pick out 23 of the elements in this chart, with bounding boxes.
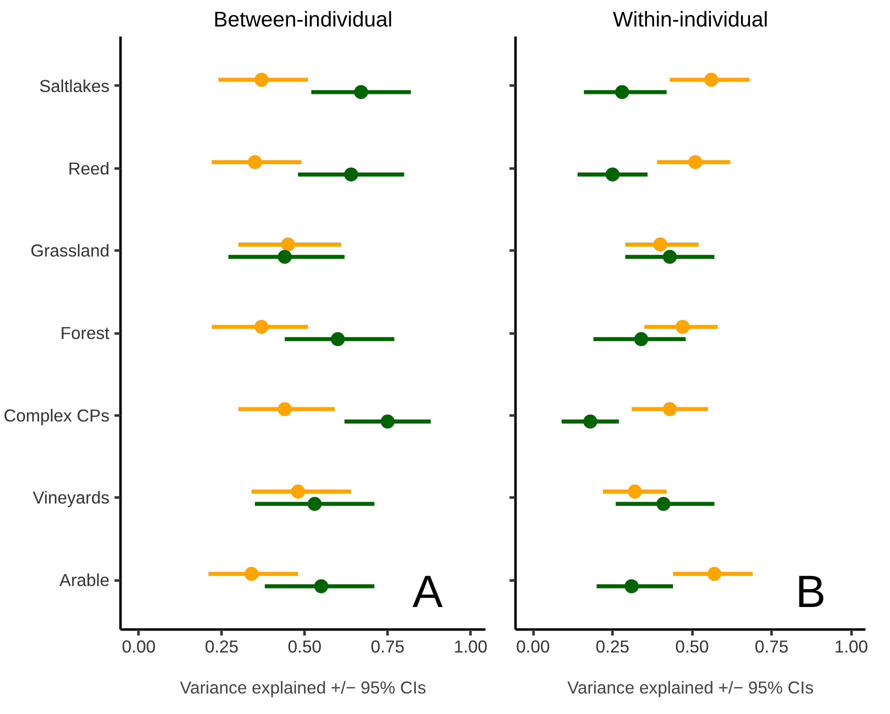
chart-title: Between-individual	[213, 8, 393, 32]
x-tick-label: 0.00	[516, 636, 550, 656]
y-tick-label: Grassland	[30, 240, 110, 261]
y-tick-label: Vineyards	[32, 488, 110, 508]
x-tick-label: 0.25	[596, 636, 630, 656]
x-axis-title: Variance explained +/− 95% CIs	[567, 678, 814, 698]
x-tick-label: 1.00	[454, 636, 488, 656]
y-tick-label: Forest	[60, 323, 110, 343]
annotation: A	[412, 566, 444, 618]
x-axis-title: Variance explained +/− 95% CIs	[180, 678, 426, 698]
x-tick-label: 0.75	[370, 636, 404, 656]
y-tick-label: Reed	[68, 158, 110, 178]
x-tick-label: 0.25	[204, 636, 239, 656]
x-tick-label: 1.00	[834, 636, 868, 656]
y-tick-label: Complex CPs	[4, 405, 110, 426]
y-tick-label: Arable	[59, 570, 110, 590]
y-tick-label: Saltlakes	[39, 76, 110, 96]
x-tick-label: 0.50	[288, 636, 322, 656]
x-tick-label: 0.50	[675, 636, 709, 656]
x-tick-label: 0.75	[754, 636, 789, 656]
chart-title: Within-individual	[612, 8, 768, 32]
annotation: B	[796, 566, 826, 618]
x-tick-label: 0.00	[122, 636, 156, 656]
